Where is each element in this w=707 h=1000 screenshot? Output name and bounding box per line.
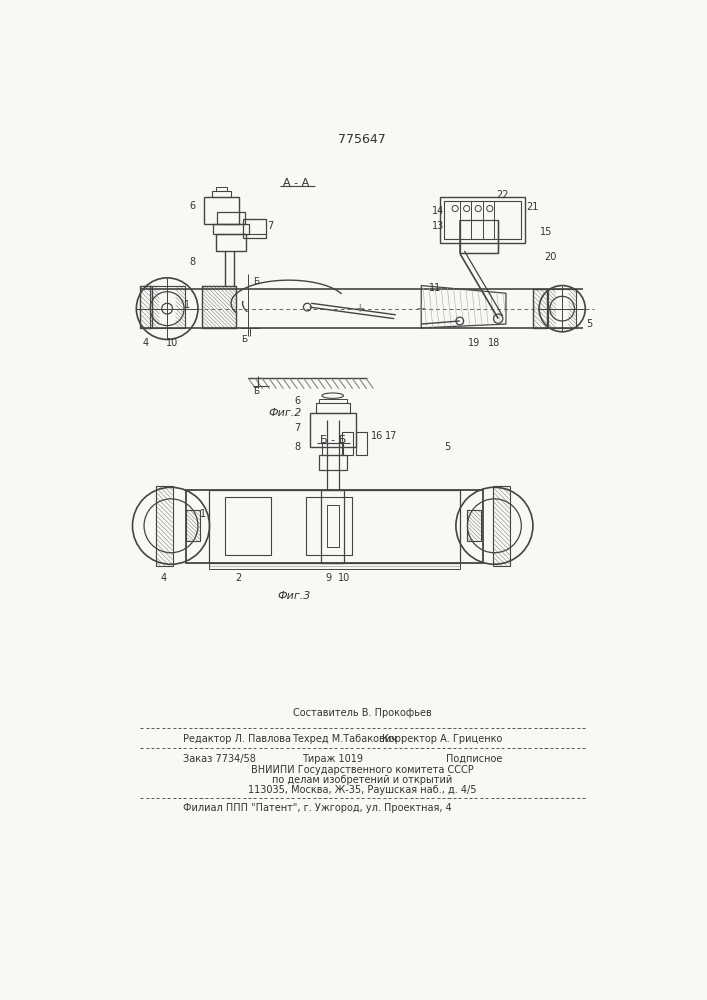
Text: 19: 19: [467, 338, 480, 348]
Bar: [204, 197, 239, 224]
Text: Заказ 7734/58: Заказ 7734/58: [182, 754, 255, 764]
Bar: [225, 497, 271, 555]
Text: A - A: A - A: [284, 178, 310, 188]
Bar: [216, 187, 227, 191]
Text: 14: 14: [432, 206, 444, 216]
Text: 16: 16: [371, 431, 383, 441]
Bar: [243, 219, 266, 238]
Text: 5: 5: [586, 319, 592, 329]
Text: 20: 20: [544, 252, 557, 262]
Text: Редактор Л. Павлова: Редактор Л. Павлова: [182, 734, 291, 744]
Text: 22: 22: [496, 190, 508, 200]
Bar: [150, 286, 185, 328]
Bar: [214, 224, 249, 234]
Text: 13: 13: [432, 221, 444, 231]
Text: Корректор А. Гриценко: Корректор А. Гриценко: [382, 734, 502, 744]
Text: 4: 4: [160, 573, 166, 583]
Text: 2: 2: [235, 573, 241, 583]
Text: Техред М.Табакович: Техред М.Табакович: [292, 734, 397, 744]
Text: 7: 7: [267, 221, 274, 231]
Bar: [209, 490, 460, 563]
Text: 10: 10: [166, 338, 179, 348]
Text: 11: 11: [429, 283, 441, 293]
Text: 4: 4: [143, 338, 148, 348]
Bar: [187, 490, 483, 563]
Text: 17: 17: [385, 431, 397, 441]
Bar: [140, 286, 152, 328]
Text: 18: 18: [489, 338, 501, 348]
Bar: [319, 455, 346, 470]
Text: 113035, Москва, Ж-35, Раушская наб., д. 4/5: 113035, Москва, Ж-35, Раушская наб., д. …: [247, 785, 477, 795]
Bar: [217, 212, 245, 224]
Bar: [212, 191, 231, 197]
Text: 15: 15: [540, 227, 552, 237]
Bar: [305, 497, 352, 555]
Text: 8: 8: [294, 442, 300, 452]
Text: 1: 1: [199, 509, 206, 519]
Text: +: +: [416, 302, 426, 315]
Bar: [201, 286, 236, 328]
Text: Б - Б: Б - Б: [320, 435, 346, 445]
Bar: [549, 289, 576, 328]
Text: по делам изобретений и открытий: по делам изобретений и открытий: [271, 775, 452, 785]
Bar: [342, 432, 354, 455]
Text: Тираж 1019: Тираж 1019: [302, 754, 363, 764]
Bar: [533, 289, 547, 328]
Text: Фиг.2: Фиг.2: [268, 408, 302, 418]
Bar: [460, 220, 498, 253]
Bar: [444, 201, 521, 239]
Text: Составитель В. Прокофьев: Составитель В. Прокофьев: [293, 708, 431, 718]
Text: 6: 6: [294, 396, 300, 406]
Text: 1: 1: [184, 300, 190, 310]
Text: Б: Б: [252, 387, 259, 396]
Text: Филиал ППП "Патент", г. Ужгород, ул. Проектная, 4: Филиал ППП "Патент", г. Ужгород, ул. Про…: [182, 803, 451, 813]
Bar: [156, 486, 173, 566]
Text: 6: 6: [189, 201, 196, 211]
Bar: [216, 234, 247, 251]
Bar: [356, 432, 368, 455]
Bar: [440, 197, 525, 243]
Text: 9: 9: [326, 573, 332, 583]
Bar: [327, 505, 339, 547]
Bar: [322, 443, 344, 455]
Text: 21: 21: [527, 202, 539, 212]
Text: ВНИИПИ Государственного комитета СССР: ВНИИПИ Государственного комитета СССР: [250, 765, 473, 775]
Bar: [467, 510, 481, 541]
Bar: [319, 399, 346, 403]
Bar: [316, 403, 350, 413]
Text: 775647: 775647: [338, 133, 386, 146]
Bar: [209, 563, 460, 569]
Text: 5: 5: [444, 442, 450, 452]
Bar: [310, 413, 356, 447]
Text: 8: 8: [189, 257, 196, 267]
Text: +: +: [354, 302, 365, 315]
Text: 7: 7: [294, 423, 300, 433]
Text: 10: 10: [338, 573, 351, 583]
Bar: [321, 490, 344, 563]
Bar: [493, 486, 510, 566]
Text: Фиг.3: Фиг.3: [278, 591, 311, 601]
Text: Б: Б: [252, 277, 259, 286]
Text: Подписное: Подписное: [445, 754, 502, 764]
Bar: [187, 510, 200, 541]
Text: Б: Б: [241, 335, 247, 344]
